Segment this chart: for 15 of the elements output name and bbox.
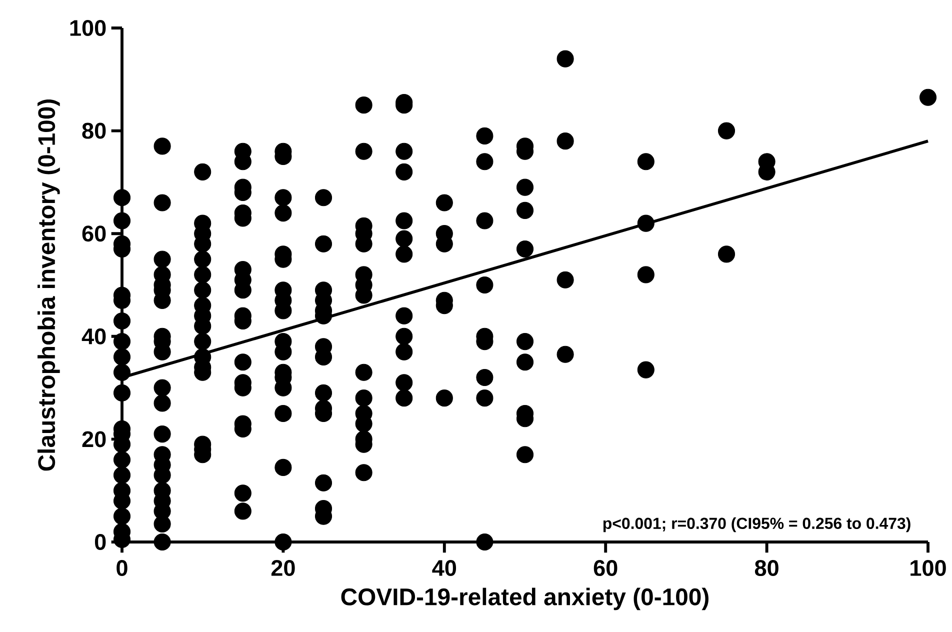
y-tick-label: 100 (70, 20, 106, 36)
y-tick-label: 80 (82, 122, 106, 139)
y-tick-label: 0 (94, 534, 106, 550)
x-tick-label: 40 (432, 560, 456, 576)
y-tick-label: 20 (82, 431, 106, 448)
x-tick-label: 100 (910, 560, 946, 576)
x-tick-label: 20 (271, 560, 295, 576)
x-tick-label: 0 (116, 560, 128, 576)
y-tick-label: 40 (82, 328, 106, 344)
x-tick-label: 80 (754, 560, 778, 576)
y-tick-label: 60 (82, 226, 106, 242)
annotation: p<0.001; r=0.370 (CI95% = 0.256 to 0.473) (603, 517, 910, 532)
y-axis-title: Claustrophobia inventory (0-100) (38, 100, 60, 471)
x-tick-label: 60 (594, 560, 618, 576)
x-axis-title: COVID-19-related anxiety (0-100) (341, 588, 708, 610)
